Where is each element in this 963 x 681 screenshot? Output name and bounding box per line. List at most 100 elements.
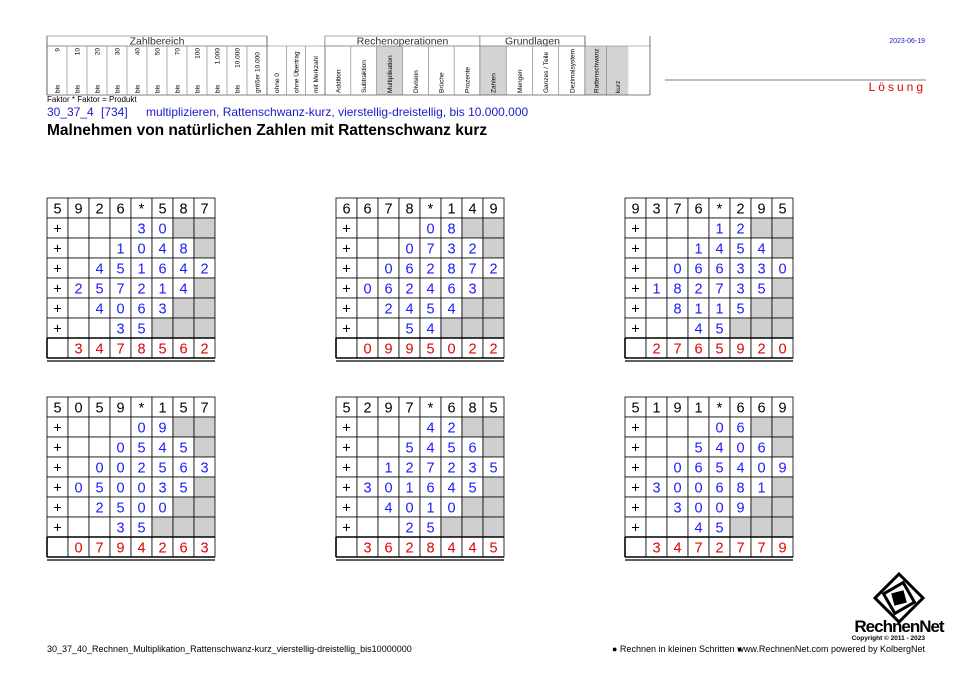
partial-digit: 5 [137,322,145,338]
file-name: 30_37_40_Rechnen_Multiplikation_Rattensc… [47,644,412,654]
factor-cell: 6 [757,401,765,417]
partial-digit: 6 [384,282,392,298]
grid-cell [67,237,90,259]
factor-cell: 9 [778,401,786,417]
factor-cell: 1 [158,401,166,417]
partial-digit: 4 [426,441,434,457]
factor-cell: * [428,401,434,417]
product-digit: 9 [116,541,124,557]
product-digit: 4 [447,541,455,557]
grid-cell [645,297,668,319]
grid-cell [687,217,710,239]
grid-cell [193,496,216,518]
grid-cell [193,277,216,299]
grid-cell [482,317,505,339]
partial-digit: 3 [468,461,476,477]
product-digit: 2 [405,541,413,557]
partial-digit: + [342,222,350,238]
factor-cell: 5 [95,401,103,417]
product-digit: 6 [179,541,187,557]
header-label: 9 [55,48,62,52]
partial-digit: + [631,282,639,298]
grid-cell [172,317,195,339]
grid-cell [88,416,111,438]
partial-digit: 1 [116,242,124,258]
factor-cell: 7 [384,202,392,218]
partial-digit: 4 [447,302,455,318]
grid-cell [482,516,505,538]
grid-cell [67,456,90,478]
partial-digit: + [631,461,639,477]
grid-cell [193,297,216,319]
partial-digit: 6 [137,302,145,318]
partial-digit: 2 [447,421,455,437]
partial-digit: 6 [447,282,455,298]
grid-cell [750,217,773,239]
header-label: 30 [115,48,122,56]
partial-digit: 1 [384,461,392,477]
factor-cell: 9 [489,202,497,218]
factor-cell: 4 [468,202,476,218]
grid-cell [356,436,379,458]
grid-cell [356,257,379,279]
grid-cell [750,416,773,438]
partial-digit: 0 [426,222,434,238]
factor-cell: 5 [179,401,187,417]
header-label: 10.000 [235,48,242,68]
grid-cell [645,436,668,458]
grid-cell [771,297,794,319]
grid-cell [88,436,111,458]
partial-digit: 0 [736,441,744,457]
partial-digit: 5 [715,521,723,537]
partial-digit: + [53,242,61,258]
partial-digit: 0 [673,262,681,278]
partial-digit: 5 [447,441,455,457]
grid-cell [193,436,216,458]
grid-cell [109,217,132,239]
partial-digit: + [631,222,639,238]
partial-digit: + [342,322,350,338]
header-sub: bis [55,84,62,93]
grid-cell [67,257,90,279]
multiplication-grid: 9 3 7 6 * 2 9 5+ 1 2+ 1 4 5 4+ 0 6 6 3 3 0+ 1 8 2 7 3 5+ 8 1 1 5+ 4 52 7… [624,197,794,362]
partial-digit: 4 [426,421,434,437]
partial-digit: 5 [736,242,744,258]
factor-cell: 9 [116,401,124,417]
partial-digit: + [342,441,350,457]
grid-cell [645,516,668,538]
partial-digit: 1 [426,501,434,517]
partial-digit: 2 [200,262,208,278]
partial-digit: + [631,521,639,537]
partial-digit: 3 [468,282,476,298]
product-digit: 2 [757,342,765,358]
partial-digit: 0 [116,481,124,497]
grid-cell [335,337,358,359]
grid-cell [624,536,647,558]
partial-digit: + [53,322,61,338]
factor-cell: 8 [405,202,413,218]
partial-digit: + [342,521,350,537]
factor-cell: 6 [736,401,744,417]
copyright: Copyright © 2011 - 2023 [852,634,926,642]
grid-cell [771,217,794,239]
factor-cell: * [139,401,145,417]
grid-cell [645,217,668,239]
multiplication-grid: 5 1 9 1 * 6 6 9+ 0 6+ 5 4 0 6+ 0 6 5 4 0 9+ 3 0 0 6 8 1+ 3 0 0 9+ 4 53 4… [624,396,794,561]
product-digit: 6 [694,342,702,358]
grid-cell [193,516,216,538]
partial-digit: 9 [778,461,786,477]
grid-cell [193,237,216,259]
product-digit: 3 [363,541,371,557]
logo-mark [872,571,926,625]
partial-digit: + [53,521,61,537]
grid-cell [645,237,668,259]
product-digit: 2 [715,541,723,557]
partial-digit: + [342,461,350,477]
grid-cell [67,436,90,458]
header-label: Prozente [465,67,472,93]
header-label: Mengen [517,69,524,93]
grid-cell [356,416,379,438]
grid-cell [356,516,379,538]
